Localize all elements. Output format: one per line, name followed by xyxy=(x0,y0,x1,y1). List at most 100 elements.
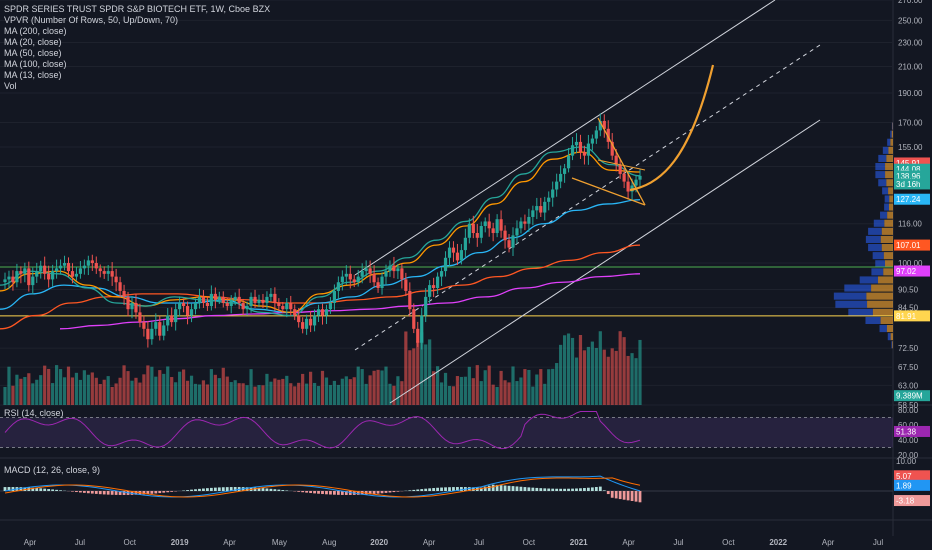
macd-hist-bar xyxy=(372,491,376,494)
time-tick-label: 2020 xyxy=(370,538,388,547)
vpvr-bar xyxy=(883,268,893,276)
volume-bar xyxy=(451,386,456,405)
time-tick-label: Apr xyxy=(24,538,37,547)
legend-vol[interactable]: Vol xyxy=(4,81,17,91)
volume-bar xyxy=(261,385,265,405)
legend-ma200[interactable]: MA (200, close) xyxy=(4,26,67,36)
macd-hist-bar xyxy=(114,491,118,495)
volume-bar xyxy=(376,369,380,405)
indicator-legend: SPDR SERIES TRUST SPDR S&P BIOTECH ETF, … xyxy=(4,4,270,92)
candle-body xyxy=(574,141,579,146)
candle-body xyxy=(443,257,448,272)
macd-label[interactable]: MACD (12, 26, close, 9) xyxy=(4,465,101,475)
volume-bar xyxy=(455,376,460,405)
vpvr-bar xyxy=(866,292,893,300)
price-tick-label: 170.00 xyxy=(898,119,923,128)
volume-bar xyxy=(118,377,122,405)
macd-hist-bar xyxy=(519,486,523,491)
volume-bar xyxy=(7,366,11,405)
ma50-line xyxy=(0,199,641,314)
volume-bar xyxy=(94,377,98,405)
candle-body xyxy=(301,322,305,329)
volume-bar xyxy=(416,341,420,405)
price-tick-label: 90.50 xyxy=(898,285,919,294)
macd-hist-bar xyxy=(39,488,43,491)
volume-bar xyxy=(289,383,293,405)
candle-body xyxy=(447,247,452,258)
price-badge-label: 107.01 xyxy=(896,241,921,250)
rsi-label[interactable]: RSI (14, close) xyxy=(4,408,64,418)
candle-body xyxy=(590,138,594,144)
rsi-tick-label: 60.00 xyxy=(898,421,919,430)
macd-hist-bar xyxy=(86,491,90,494)
legend-ma100[interactable]: MA (100, close) xyxy=(4,59,67,69)
price-tick-label: 190.00 xyxy=(898,89,923,98)
volume-bar xyxy=(225,376,229,405)
price-tick-label: 84.50 xyxy=(898,304,919,313)
volume-bar xyxy=(610,348,614,405)
volume-bar xyxy=(102,379,106,405)
macd-hist-bar xyxy=(392,491,396,493)
vpvr-bar xyxy=(882,146,889,154)
legend-ma20[interactable]: MA (20, close) xyxy=(4,37,62,47)
volume-bar xyxy=(586,346,591,405)
macd-hist-bar xyxy=(209,487,213,491)
macd-hist-bar xyxy=(340,491,344,495)
macd-hist-bar xyxy=(59,490,62,491)
legend-vpvr[interactable]: VPVR (Number Of Rows, 50, Up/Down, 70) xyxy=(4,15,179,25)
volume-bar xyxy=(162,373,166,405)
macd-hist-bar xyxy=(507,485,511,491)
candle-body xyxy=(142,322,146,329)
candle-body xyxy=(197,296,202,303)
macd-hist-bar xyxy=(416,489,420,491)
macd-hist-bar xyxy=(11,487,15,491)
volume-bar xyxy=(483,370,487,405)
macd-hist-bar xyxy=(333,491,336,495)
vpvr-bar xyxy=(888,187,893,195)
volume-bar xyxy=(285,375,289,405)
time-tick-label: Jul xyxy=(75,538,85,547)
candle-body xyxy=(551,189,555,198)
price-badge xyxy=(894,239,930,251)
macd-hist-bar xyxy=(35,488,39,491)
candle-body xyxy=(217,296,221,300)
price-tick-label: 67.50 xyxy=(898,363,919,372)
legend-ma50[interactable]: MA (50, close) xyxy=(4,48,62,58)
candle-body xyxy=(578,141,583,153)
macd-hist-bar xyxy=(269,488,273,491)
candle-body xyxy=(245,306,249,310)
candle-body xyxy=(602,120,606,129)
macd-hist-bar xyxy=(452,487,455,491)
volume-bar xyxy=(39,375,43,405)
price-badge xyxy=(894,310,930,322)
macd-hist-bar xyxy=(598,486,602,491)
legend-ma13[interactable]: MA (13, close) xyxy=(4,70,62,80)
candle-body xyxy=(102,271,106,274)
candle-body xyxy=(23,268,27,274)
candle-body xyxy=(570,145,575,156)
macd-hist-bar xyxy=(551,488,555,491)
candle-body xyxy=(606,128,610,142)
volume-bar xyxy=(297,382,301,405)
candle-body xyxy=(368,268,372,274)
macd-hist-bar xyxy=(305,491,309,493)
vpvr-bar xyxy=(875,260,886,268)
candle-body xyxy=(241,302,245,310)
candle-body xyxy=(566,155,571,169)
candle-body xyxy=(261,299,265,303)
macd-hist-bar xyxy=(539,488,543,491)
time-tick-label: Jul xyxy=(474,538,484,547)
candle-body xyxy=(634,179,638,186)
macd-hist-bar xyxy=(483,486,487,491)
macd-hist-bar xyxy=(166,491,170,493)
volume-bar xyxy=(372,370,376,405)
vpvr-bar xyxy=(886,154,893,162)
candle-body xyxy=(479,226,483,238)
candle-body xyxy=(253,296,257,303)
vpvr-bar xyxy=(880,316,893,324)
volume-bar xyxy=(257,385,261,405)
macd-hist-bar xyxy=(479,487,483,491)
volume-bar xyxy=(471,378,475,405)
volume-bar xyxy=(614,350,618,405)
